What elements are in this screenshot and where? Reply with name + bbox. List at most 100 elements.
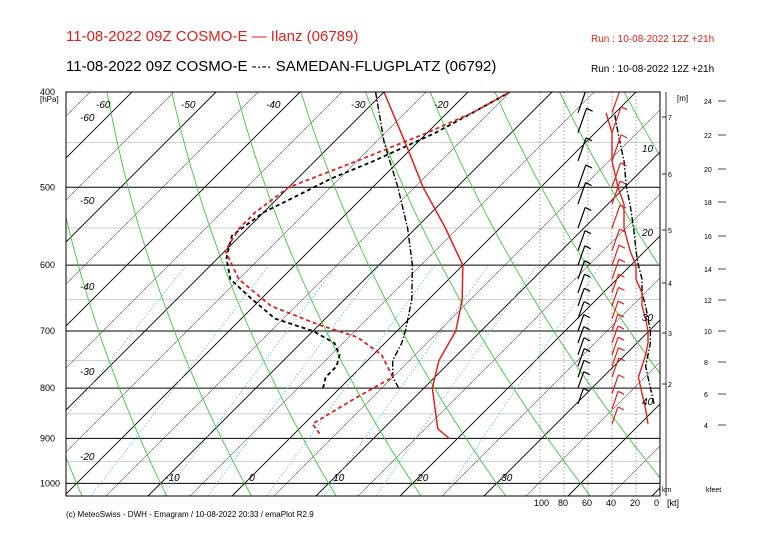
samedan-wind-barb: [587, 87, 593, 90]
kfeet-tick-label: 12: [704, 298, 712, 305]
ilanz-wind-barb: [618, 347, 625, 352]
samedan-wind-barb: [586, 107, 593, 112]
ilanz-wind-barb: [611, 336, 619, 355]
isotherm-line: [0, 92, 6, 496]
kfeet-tick-label: 4: [704, 423, 708, 430]
samedan-wind-barb: [577, 301, 585, 319]
height-tick-label: 2: [668, 382, 672, 389]
plot-area: [0, 87, 766, 496]
ilanz-wind-barb: [611, 313, 619, 332]
dry-adiabat-line: [66, 215, 168, 496]
run-info-samedan: Run : 10-08-2022 12Z +21h: [591, 64, 715, 75]
samedan-wind-barb: [577, 348, 585, 367]
mixing-ratio-line: [90, 264, 270, 496]
isotherm-label: -40: [266, 100, 281, 111]
kfeet-tick-label: 18: [704, 200, 712, 207]
height-tick-label: 5: [668, 228, 672, 235]
ilanz-wind-barb: [619, 180, 627, 185]
km-label: km: [662, 487, 672, 494]
ilanz-wind-barb: [611, 391, 619, 410]
samedan-wind-barb: [577, 326, 585, 344]
isotherm-line: [66, 92, 343, 369]
wind-speed-tick-label: 60: [582, 498, 592, 508]
ilanz-wind-barb: [611, 162, 622, 188]
mixing-ratio-line: [266, 264, 436, 496]
isotherm-line: [147, 92, 553, 496]
isotherm-line: [441, 277, 660, 496]
ilanz-temperature-line: [383, 92, 464, 439]
footer-credit: (c) MeteoSwiss - DWH - Emagram / 10-08-2…: [66, 510, 314, 519]
samedan-wind-barb: [577, 260, 586, 280]
ilanz-wind-barb: [618, 244, 626, 249]
wind-speed-axis-unit: [kt]: [667, 498, 679, 508]
title-samedan: 11-08-2022 09Z COSMO-E -·-· SAMEDAN-FLUG…: [66, 58, 497, 75]
samedan-wind-barb: [577, 245, 586, 266]
ilanz-wind-barb: [611, 134, 622, 162]
pressure-tick-label: 500: [40, 182, 55, 192]
ilanz-wind-barb: [618, 374, 625, 379]
ilanz-wind-barb: [617, 325, 625, 330]
isotherm-line: [694, 92, 766, 496]
isotherm-line: [525, 361, 660, 496]
ilanz-wind-barb: [611, 406, 619, 425]
temperature-tick-label: 0: [249, 473, 255, 484]
ilanz-wind-barb: [619, 228, 626, 233]
isotherm-label: -40: [80, 282, 95, 293]
samedan-wind-barb: [577, 230, 586, 251]
kfeet-tick-label: 6: [704, 392, 708, 399]
ilanz-wind-barb: [617, 300, 625, 305]
ilanz-wind-barb: [611, 258, 620, 280]
ilanz-wind-barb: [620, 106, 628, 111]
temperature-tick-label: 20: [416, 473, 429, 484]
samedan-wind-barb: [583, 371, 591, 376]
isotherm-label: -30: [80, 367, 95, 378]
pressure-tick-label: 1000: [40, 478, 60, 488]
isotherm-label: -30: [351, 100, 366, 111]
mixing-ratio-line: [162, 264, 338, 496]
isotherm-line: [66, 92, 175, 201]
ilanz-wind-barb: [611, 374, 620, 394]
kfeet-tick-label: 22: [704, 133, 712, 140]
ilanz-wind-barb: [611, 180, 621, 205]
ilanz-wind-barb: [620, 162, 627, 167]
height-tick-label: 7: [668, 115, 672, 122]
pressure-tick-label: 800: [40, 383, 55, 393]
ilanz-wind-barb: [618, 258, 626, 263]
mixing-ratio-line: [323, 264, 489, 496]
kfeet-tick-label: 20: [704, 167, 712, 174]
isotherm-line: [567, 403, 660, 496]
isotherm-line: [66, 92, 385, 411]
ilanz-wind-barb: [618, 286, 625, 291]
samedan-wind-barb: [577, 288, 585, 307]
dry-adiabat-line: [106, 92, 252, 496]
ilanz-wind-barb: [611, 106, 622, 133]
samedan-wind-barb: [585, 164, 593, 169]
kfeet-tick-label: 16: [704, 234, 712, 241]
kfeet-tick-label: 8: [704, 360, 708, 367]
samedan-wind-barb: [577, 388, 584, 404]
isotherm-line: [231, 92, 637, 496]
ilanz-wind-barb: [617, 313, 625, 318]
dry-adiabat-line: [300, 92, 506, 496]
samedan-wind-barb: [577, 314, 585, 332]
isotherm-line: [66, 92, 259, 285]
dry-adiabat-line: [753, 92, 766, 496]
isotherm-label: -50: [80, 196, 95, 207]
samedan-wind-barb: [577, 274, 586, 293]
samedan-wind-barb: [577, 108, 588, 133]
ilanz-wind-barb: [611, 229, 621, 251]
isotherm-line: [105, 92, 511, 496]
samedan-wind-barb: [577, 164, 587, 188]
samedan-wind-barb: [583, 337, 591, 342]
dry-adiabat-label: 10: [642, 144, 654, 155]
samedan-wind-barb: [577, 92, 586, 114]
samedan-wind-barb: [577, 137, 587, 162]
samedan-dewpoint-line: [225, 92, 511, 389]
ilanz-wind-barb: [620, 134, 628, 139]
pressure-tick-label: 900: [40, 433, 55, 443]
ilanz-wind-barb: [618, 273, 625, 278]
ilanz-wind-barb: [611, 244, 620, 266]
samedan-wind-barb: [577, 182, 587, 205]
height-tick-label: 3: [668, 331, 672, 338]
